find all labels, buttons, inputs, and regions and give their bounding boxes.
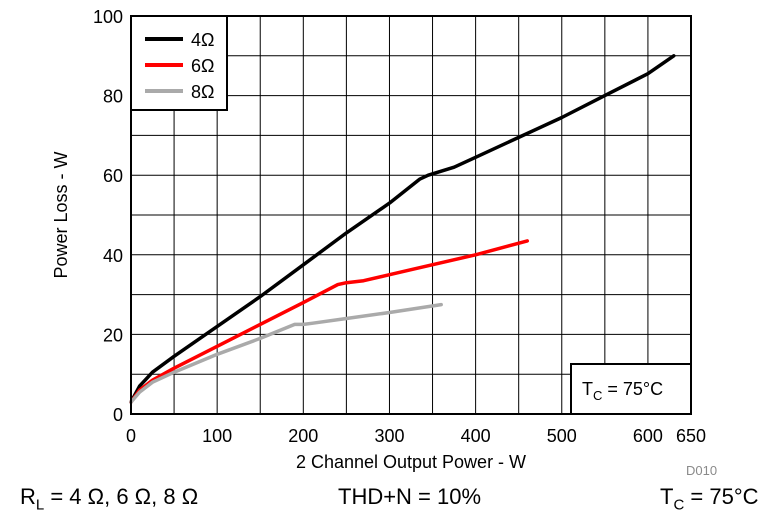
tc-annotation: TC = 75°C [570, 363, 692, 415]
x-tick-label: 100 [202, 426, 232, 446]
thd-caption: THD+N = 10% [338, 484, 482, 509]
x-tick-label: 0 [126, 426, 136, 446]
y-tick-labels: 0 20 40 60 80 100 [93, 7, 123, 425]
y-axis-label: Power Loss - W [51, 151, 71, 278]
series-line-3 [129, 302, 443, 404]
x-tick-label: 600 [633, 426, 663, 446]
x-tick-label: 650 [676, 426, 706, 446]
x-tick-label: 300 [374, 426, 404, 446]
x-tick-label: 200 [288, 426, 318, 446]
legend-label: 8Ω [191, 82, 214, 102]
document-id: D010 [686, 463, 718, 478]
legend-label: 4Ω [191, 30, 214, 50]
series-layer [129, 54, 676, 404]
x-tick-labels: 0 100 200 300 400 500 600 650 [126, 426, 706, 446]
plot-frame [130, 15, 692, 415]
y-tick-label: 0 [113, 405, 123, 425]
annotation-box [570, 363, 692, 415]
x-axis-label: 2 Channel Output Power - W [296, 452, 526, 472]
legend-label: 6Ω [191, 56, 214, 76]
series-line-1 [129, 54, 676, 404]
y-tick-label: 100 [93, 7, 123, 27]
annotation-text: TC = 75°C [582, 379, 663, 403]
y-tick-label: 40 [103, 246, 123, 266]
legend: 4Ω 6Ω 8Ω [130, 15, 228, 111]
y-tick-label: 60 [103, 166, 123, 186]
y-tick-label: 80 [103, 87, 123, 107]
y-tick-label: 20 [103, 325, 123, 345]
x-tick-label: 500 [547, 426, 577, 446]
case-temp-caption: TC = 75°C [660, 484, 759, 514]
x-tick-label: 400 [461, 426, 491, 446]
load-resistance-caption: RL = 4 Ω, 6 Ω, 8 Ω [20, 484, 199, 514]
series-line-2 [129, 239, 530, 404]
